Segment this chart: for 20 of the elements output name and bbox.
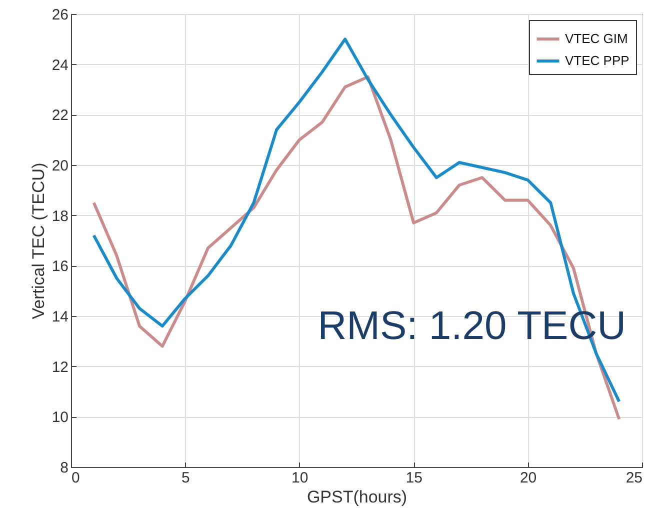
legend-label: VTEC PPP <box>565 53 630 68</box>
x-tick-label: 25 <box>626 470 642 486</box>
y-tick-label: 26 <box>52 6 68 24</box>
x-tick-label: 10 <box>292 470 308 486</box>
x-tick-label: 15 <box>406 470 422 486</box>
x-axis-title: GPST(hours) <box>306 488 408 506</box>
y-tick-label: 16 <box>52 258 68 276</box>
y-axis-title: Vertical TEC (TECU) <box>28 162 48 320</box>
x-tick-label: 5 <box>182 470 190 486</box>
x-tick-label: 20 <box>520 470 537 486</box>
legend-label: VTEC GIM <box>565 31 628 46</box>
x-tick-label: 0 <box>72 470 80 486</box>
y-tick-label: 8 <box>60 460 68 476</box>
y-tick-label: 22 <box>52 107 68 124</box>
y-tick-label: 18 <box>52 208 68 225</box>
y-tick-label: 24 <box>52 56 68 74</box>
y-tick-label: 12 <box>52 358 68 376</box>
y-tick-label: 14 <box>52 308 68 326</box>
y-tick-label: 20 <box>52 158 68 174</box>
y-tick-label: 10 <box>52 409 68 426</box>
